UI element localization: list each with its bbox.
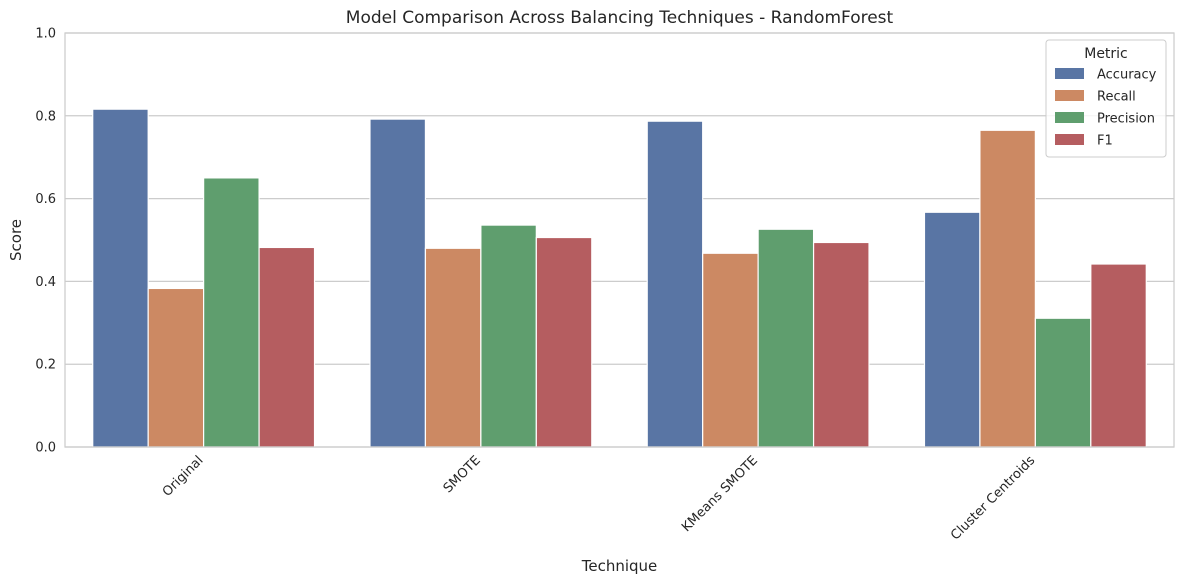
y-tick-label: 0.2 <box>35 358 56 373</box>
legend-swatch-precision <box>1055 112 1084 123</box>
x-axis-title: Technique <box>581 557 658 575</box>
bar-accuracy-kmeans-smote <box>646 120 704 448</box>
y-axis-ticks: 0.0 0.2 0.4 0.6 0.8 1.0 <box>35 27 56 456</box>
legend-swatch-f1 <box>1055 134 1084 145</box>
bar-f1-original <box>258 246 316 448</box>
bar-precision-smote <box>480 224 537 448</box>
bar-recall-smote <box>424 247 482 448</box>
legend-label-precision: Precision <box>1097 112 1155 127</box>
y-axis-title: Score <box>7 219 25 261</box>
y-tick-label: 0.4 <box>35 275 56 290</box>
bar-recall-kmeans-smote <box>702 252 759 448</box>
chart-title: Model Comparison Across Balancing Techni… <box>346 8 894 28</box>
legend-items: Accuracy Recall Precision F1 <box>1055 68 1157 149</box>
y-tick-label: 1.0 <box>35 27 56 42</box>
bar-precision-original <box>203 177 260 448</box>
legend-label-accuracy: Accuracy <box>1097 68 1157 83</box>
legend-swatch-accuracy <box>1055 68 1084 79</box>
y-tick-label: 0.6 <box>35 192 56 207</box>
legend-label-recall: Recall <box>1097 90 1136 105</box>
bar-f1-kmeans-smote <box>812 241 870 448</box>
y-tick-label: 0.0 <box>35 441 56 456</box>
bars <box>92 108 1147 448</box>
bar-accuracy-smote <box>369 118 427 448</box>
legend-swatch-recall <box>1055 90 1084 101</box>
y-tick-label: 0.8 <box>35 109 56 124</box>
bar-accuracy-cluster-centroids <box>923 211 981 448</box>
bar-f1-smote <box>535 236 593 448</box>
bar-recall-original <box>147 287 205 448</box>
legend: Metric Accuracy Recall Precision F1 <box>1045 39 1167 158</box>
plot-frame <box>64 32 1175 448</box>
bar-f1-cluster-centroids <box>1090 263 1147 448</box>
legend-title: Metric <box>1084 46 1128 62</box>
bar-accuracy-original <box>92 108 149 448</box>
legend-label-f1: F1 <box>1097 134 1113 149</box>
bar-precision-cluster-centroids <box>1034 317 1092 448</box>
bar-precision-kmeans-smote <box>757 228 815 448</box>
bar-recall-cluster-centroids <box>979 129 1036 448</box>
